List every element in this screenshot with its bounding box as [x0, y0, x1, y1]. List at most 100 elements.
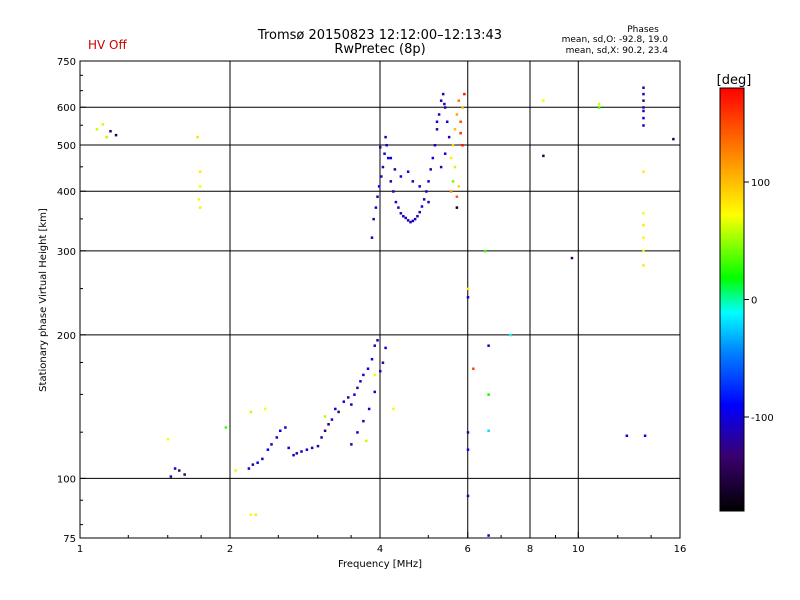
- data-point: [379, 369, 382, 373]
- y-tick-label: 500: [57, 141, 76, 152]
- data-point: [362, 419, 365, 423]
- colorbar: [719, 87, 745, 512]
- data-point: [451, 180, 455, 183]
- data-point: [542, 154, 545, 158]
- data-point: [392, 407, 395, 411]
- data-point: [101, 123, 105, 126]
- data-point: [247, 467, 251, 470]
- data-point: [177, 469, 181, 472]
- hv-status: HV Off: [88, 38, 127, 52]
- data-point: [597, 102, 601, 106]
- colorbar-label: [deg]: [717, 73, 752, 88]
- data-point: [453, 128, 457, 131]
- data-point: [95, 128, 99, 131]
- data-point: [597, 106, 601, 109]
- data-point: [389, 180, 393, 183]
- data-point: [642, 106, 645, 109]
- data-point: [466, 494, 470, 498]
- data-point: [373, 390, 377, 394]
- data-point: [109, 129, 112, 133]
- x-tick-label: 16: [674, 544, 687, 555]
- data-point: [472, 367, 475, 370]
- phases-o-stats: mean, sd,O: -92.8, 19.0: [562, 35, 669, 45]
- data-point: [420, 205, 424, 208]
- data-point: [323, 415, 327, 418]
- data-point: [342, 400, 346, 403]
- data-point: [439, 99, 443, 102]
- data-point: [374, 206, 378, 209]
- data-point: [356, 431, 359, 434]
- y-tick-label: 750: [57, 57, 76, 68]
- data-point: [300, 450, 303, 453]
- data-point: [380, 175, 383, 178]
- x-tick-label: 2: [227, 544, 233, 555]
- data-point: [197, 198, 201, 201]
- data-point: [384, 346, 387, 350]
- data-point: [457, 99, 461, 102]
- data-point: [461, 106, 464, 109]
- data-point: [402, 214, 405, 218]
- data-point: [642, 236, 645, 239]
- colorbar-tick-label: 0: [751, 296, 757, 307]
- chart-title: Tromsø 20150823 12:12:00–12:13:43: [257, 28, 502, 43]
- data-point: [409, 220, 412, 224]
- data-point: [413, 217, 417, 221]
- data-point: [427, 200, 430, 204]
- data-point: [279, 429, 282, 433]
- data-point: [166, 437, 170, 441]
- x-tick-label: 4: [377, 544, 383, 555]
- y-axis-ticks: 75 100 200 300 400 500 600 750: [57, 57, 86, 545]
- data-point: [451, 143, 455, 147]
- data-point: [455, 113, 459, 116]
- data-point: [484, 249, 487, 253]
- colorbar-ticks: 100 0 -100: [744, 178, 774, 424]
- data-point: [196, 135, 199, 139]
- data-point: [459, 120, 462, 124]
- data-point: [251, 463, 255, 466]
- data-point: [441, 92, 445, 96]
- data-point: [183, 473, 186, 476]
- data-point: [373, 344, 377, 347]
- data-point: [487, 344, 490, 347]
- data-point: [406, 219, 410, 222]
- data-point: [466, 448, 470, 451]
- data-point: [445, 120, 449, 124]
- data-point: [353, 393, 356, 396]
- data-point: [435, 128, 439, 131]
- data-point: [418, 185, 421, 188]
- y-axis-label: Stationary phase Virtual Height [km]: [38, 208, 49, 392]
- data-point: [287, 446, 290, 450]
- data-point: [425, 190, 428, 193]
- data-point: [334, 407, 337, 411]
- data-point: [365, 439, 368, 443]
- data-point: [463, 92, 466, 96]
- data-point: [105, 135, 108, 139]
- data-point: [399, 175, 403, 178]
- data-point: [642, 109, 645, 113]
- data-point: [256, 461, 259, 464]
- data-point: [370, 236, 374, 239]
- data-point: [392, 190, 395, 193]
- data-point: [443, 152, 447, 155]
- data-point: [292, 453, 295, 457]
- data-point: [449, 190, 453, 193]
- y-tick-label: 75: [63, 534, 76, 545]
- data-point: [437, 113, 441, 116]
- data-point: [370, 357, 374, 361]
- data-point: [386, 156, 390, 160]
- x-tick-label: 6: [465, 544, 471, 555]
- x-axis-ticks: 1 2 4 6 8 10 16: [77, 532, 687, 555]
- data-point: [570, 256, 574, 260]
- data-point: [385, 143, 388, 147]
- data-point: [263, 407, 267, 411]
- data-point: [455, 195, 459, 198]
- data-point: [394, 200, 398, 204]
- data-point: [114, 133, 118, 137]
- data-point: [411, 180, 415, 183]
- data-point: [439, 165, 443, 169]
- data-point: [376, 195, 379, 198]
- data-point: [327, 423, 330, 426]
- data-point: [249, 513, 253, 517]
- data-point: [275, 436, 279, 439]
- data-point: [381, 361, 385, 364]
